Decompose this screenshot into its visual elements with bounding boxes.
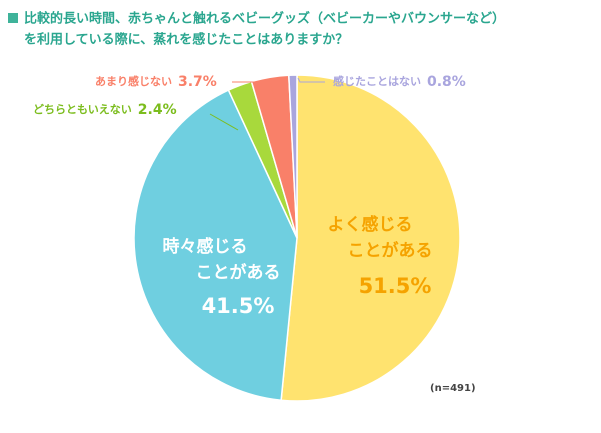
chart-title: 比較的長い時間、赤ちゃんと触れるベビーグッズ（ベビーカーやバウンサーなど） (24, 11, 505, 27)
slice-label: 感じたことはない (333, 74, 421, 88)
leader-line (297, 77, 325, 83)
pie-slice (133, 89, 298, 402)
slice-label: 感じたことはない 0.8% (333, 74, 466, 90)
title-marker (8, 13, 18, 23)
value-label: 2.4% (138, 102, 177, 118)
pie-slice (280, 74, 461, 402)
slice-label: ことがある (196, 262, 281, 283)
note: (n=491) (430, 383, 476, 394)
slice-label: よく感じる (328, 214, 413, 235)
pie-slice (288, 74, 298, 239)
leader-line (232, 81, 278, 108)
slice-label: どちらともいえない (33, 103, 132, 116)
value-label: 51.5% (359, 274, 432, 298)
leader-line (209, 113, 239, 131)
chart-title: を利用している際に、蒸れを感じたことはありますか？ (24, 32, 348, 48)
slice-label: どちらともいえない 2.4% (33, 102, 177, 118)
slice-label: あまり感じない (95, 74, 172, 88)
value-label: 3.7% (178, 74, 217, 90)
slice-label: あまり感じない 3.7% (95, 74, 217, 90)
value-label: 0.8% (427, 74, 466, 90)
slice-label: 時々感じる (163, 236, 248, 257)
slice-label: ことがある (348, 240, 433, 261)
value-label: 41.5% (202, 294, 275, 318)
